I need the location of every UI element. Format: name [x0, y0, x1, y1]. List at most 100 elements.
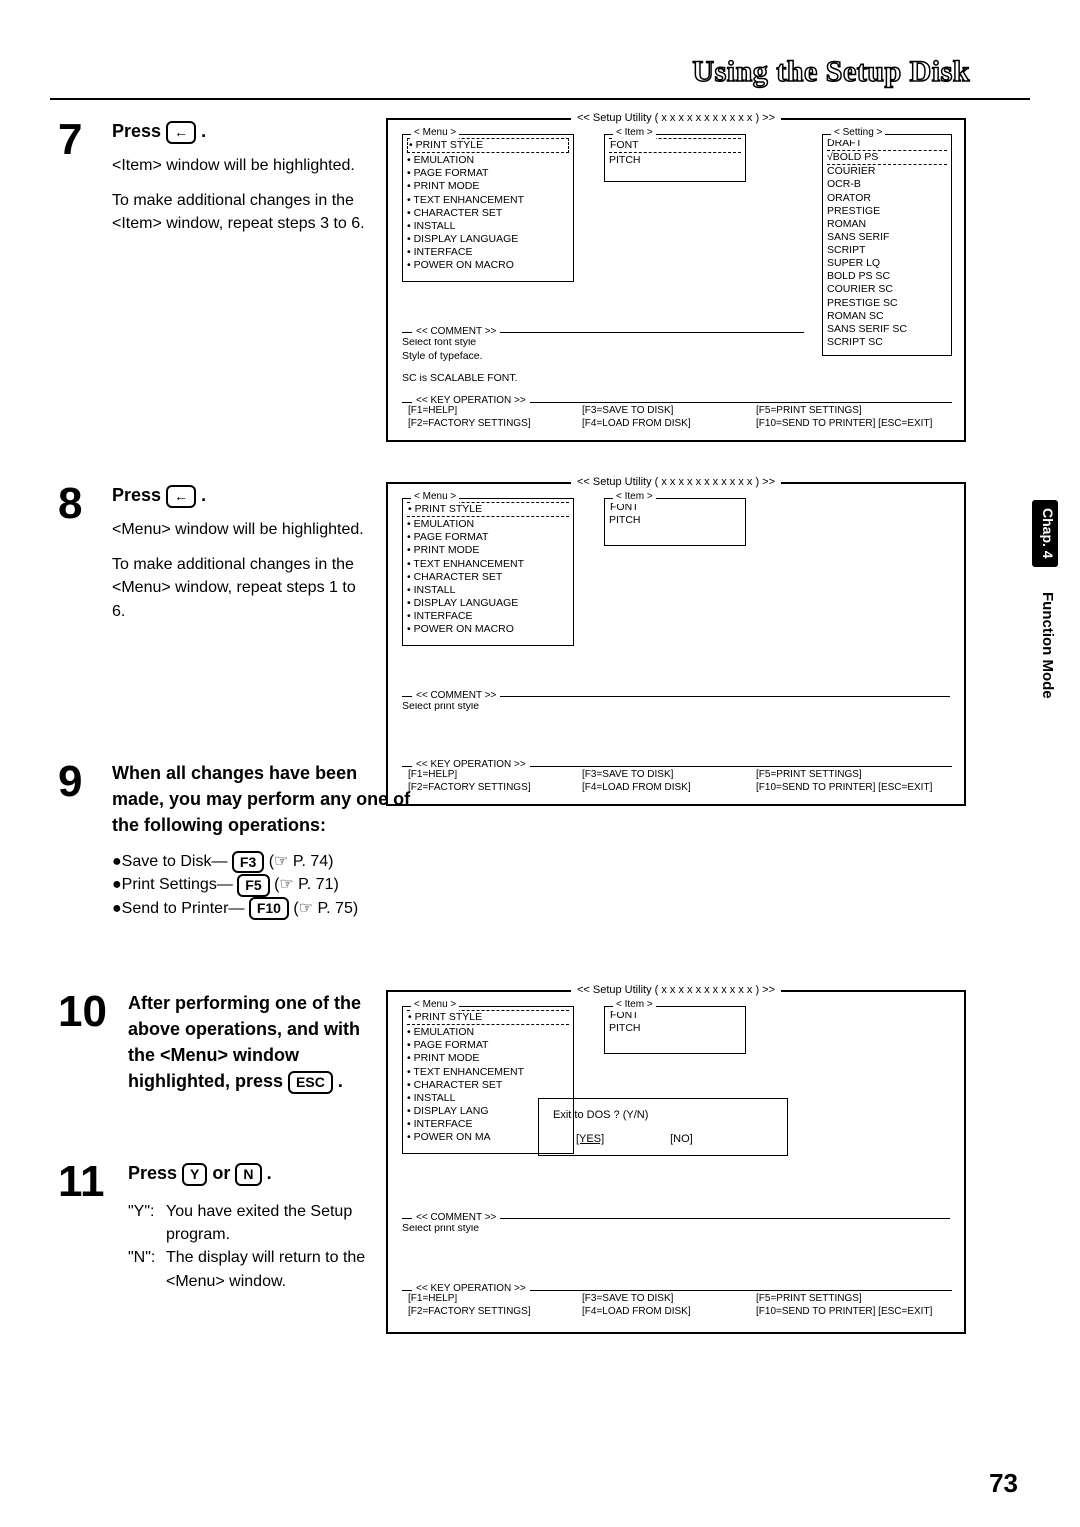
menu-item: • EMULATION	[407, 1026, 569, 1039]
keyop-section: << KEY OPERATION >> [F1=HELP] [F3=SAVE T…	[402, 402, 952, 429]
f10-key: F10	[249, 897, 289, 920]
item-pitch: PITCH	[609, 1022, 741, 1035]
page-title: Using the Setup Disk	[692, 55, 970, 89]
option-n: "N": The display will return to the <Men…	[128, 1246, 368, 1292]
keyop-f1: [F1=HELP]	[408, 405, 578, 416]
step-text: To make additional changes in the <Menu>…	[112, 553, 367, 623]
step-text: <Item> window will be highlighted.	[112, 154, 367, 177]
comment-section: << COMMENT >> Select print style	[402, 696, 950, 713]
comment-text: SC is SCALABLE FONT.	[402, 371, 804, 385]
step-instruction: After performing one of the above operat…	[128, 990, 368, 1094]
keyop-f3: [F3=SAVE TO DISK]	[582, 1293, 752, 1304]
menu-item: • INTERFACE	[407, 246, 569, 259]
setting-item: SANS SERIF	[827, 231, 947, 244]
chapter-tab: Chap. 4	[1032, 500, 1058, 567]
text: ●Send to Printer—	[112, 900, 249, 917]
section-label: << KEY OPERATION >>	[412, 395, 530, 406]
text: (☞ P. 74)	[269, 853, 334, 870]
keyop-section: << KEY OPERATION >> [F1=HELP] [F3=SAVE T…	[402, 1290, 952, 1317]
step-number: 9	[58, 760, 102, 804]
step-7: 7 Press ← . <Item> window will be highli…	[58, 118, 367, 236]
menu-item: • TEXT ENHANCEMENT	[407, 1066, 569, 1079]
text: ●Print Settings—	[112, 876, 237, 893]
section-label: << COMMENT >>	[412, 1211, 500, 1225]
header-rule	[50, 98, 1030, 100]
prompt-text: Exit to DOS ? (Y/N)	[553, 1109, 773, 1121]
menu-window: < Menu > • PRINT STYLE • EMULATION • PAG…	[402, 498, 574, 646]
item-font: FONT	[609, 138, 741, 153]
text: (☞ P. 75)	[293, 900, 358, 917]
menu-item-selected: • PRINT STYLE	[407, 502, 569, 517]
keyop-f10: [F10=SEND TO PRINTER] [ESC=EXIT]	[756, 1306, 966, 1317]
section-label: << KEY OPERATION >>	[412, 759, 530, 770]
item-pitch: PITCH	[609, 514, 741, 527]
page-number: 73	[989, 1468, 1018, 1499]
menu-item: • INSTALL	[407, 584, 569, 597]
setup-utility-panel-2: << Setup Utility ( x x x x x x x x x x x…	[386, 482, 966, 806]
setting-item: SCRIPT SC	[827, 336, 947, 349]
menu-item: • PAGE FORMAT	[407, 1039, 569, 1052]
section-label: << COMMENT >>	[412, 325, 500, 339]
f5-key: F5	[237, 874, 269, 897]
item-window: < Item > FONT PITCH	[604, 134, 746, 182]
setting-item: COURIER	[827, 165, 947, 178]
label: "N":	[128, 1246, 166, 1292]
keyop-section: << KEY OPERATION >> [F1=HELP] [F3=SAVE T…	[402, 766, 952, 793]
keyop-f5: [F5=PRINT SETTINGS]	[756, 405, 966, 416]
setting-item: SCRIPT	[827, 244, 947, 257]
setting-item: ROMAN	[827, 218, 947, 231]
setting-item: SUPER LQ	[827, 257, 947, 270]
menu-item: • EMULATION	[407, 518, 569, 531]
text: .	[201, 485, 206, 505]
n-key: N	[235, 1163, 261, 1186]
section-label: << KEY OPERATION >>	[412, 1283, 530, 1294]
item-pitch: PITCH	[609, 154, 741, 167]
comment-section: << COMMENT >> Select font style Style of…	[402, 332, 804, 386]
menu-item: • PRINT MODE	[407, 180, 569, 193]
setting-item-selected: √BOLD PS	[827, 150, 947, 165]
keyop-f2: [F2=FACTORY SETTINGS]	[408, 782, 578, 793]
utility-title: << Setup Utility ( x x x x x x x x x x x…	[571, 112, 781, 124]
step-8: 8 Press ← . <Menu> window will be highli…	[58, 482, 367, 623]
menu-item: • INSTALL	[407, 220, 569, 233]
exit-prompt: Exit to DOS ? (Y/N) [YES] [NO]	[538, 1098, 788, 1156]
menu-item: • CHARACTER SET	[407, 571, 569, 584]
setup-utility-panel-1: << Setup Utility ( x x x x x x x x x x x…	[386, 118, 966, 442]
bullet: ●Send to Printer— F10 (☞ P. 75)	[112, 897, 412, 920]
step-instruction: Press ← .	[112, 482, 367, 508]
menu-item: • DISPLAY LANGUAGE	[407, 597, 569, 610]
step-number: 10	[58, 990, 118, 1034]
f3-key: F3	[232, 851, 264, 874]
text: ●Save to Disk—	[112, 853, 232, 870]
keyop-f1: [F1=HELP]	[408, 1293, 578, 1304]
setting-window: < Setting > DRAFT √BOLD PS COURIER OCR-B…	[822, 134, 952, 356]
step-instruction: When all changes have been made, you may…	[112, 760, 412, 838]
text: .	[338, 1071, 343, 1091]
keyop-f3: [F3=SAVE TO DISK]	[582, 769, 752, 780]
comment-text: Style of typeface.	[402, 349, 804, 363]
window-label: < Item >	[613, 491, 656, 504]
window-label: < Menu >	[411, 999, 459, 1012]
text: .	[267, 1163, 272, 1183]
setting-item: SANS SERIF SC	[827, 323, 947, 336]
keyop-f10: [F10=SEND TO PRINTER] [ESC=EXIT]	[756, 782, 966, 793]
step-number: 11	[58, 1160, 118, 1204]
keyop-f2: [F2=FACTORY SETTINGS]	[408, 1306, 578, 1317]
window-label: < Menu >	[411, 491, 459, 504]
keyop-f3: [F3=SAVE TO DISK]	[582, 405, 752, 416]
menu-item: • POWER ON MACRO	[407, 623, 569, 636]
text: You have exited the Setup program.	[166, 1200, 368, 1246]
setting-item: BOLD PS SC	[827, 270, 947, 283]
comment-section: << COMMENT >> Select print style	[402, 1218, 950, 1235]
text: (☞ P. 71)	[274, 876, 339, 893]
keyop-f4: [F4=LOAD FROM DISK]	[582, 418, 752, 429]
window-label: < Item >	[613, 127, 656, 140]
menu-item: • POWER ON MACRO	[407, 259, 569, 272]
menu-item: • TEXT ENHANCEMENT	[407, 194, 569, 207]
window-label: < Menu >	[411, 127, 459, 140]
step-text: <Menu> window will be highlighted.	[112, 518, 367, 541]
text: Press	[128, 1163, 182, 1183]
step-instruction: Press Y or N .	[128, 1160, 368, 1186]
setting-item: PRESTIGE	[827, 205, 947, 218]
keyop-f2: [F2=FACTORY SETTINGS]	[408, 418, 578, 429]
